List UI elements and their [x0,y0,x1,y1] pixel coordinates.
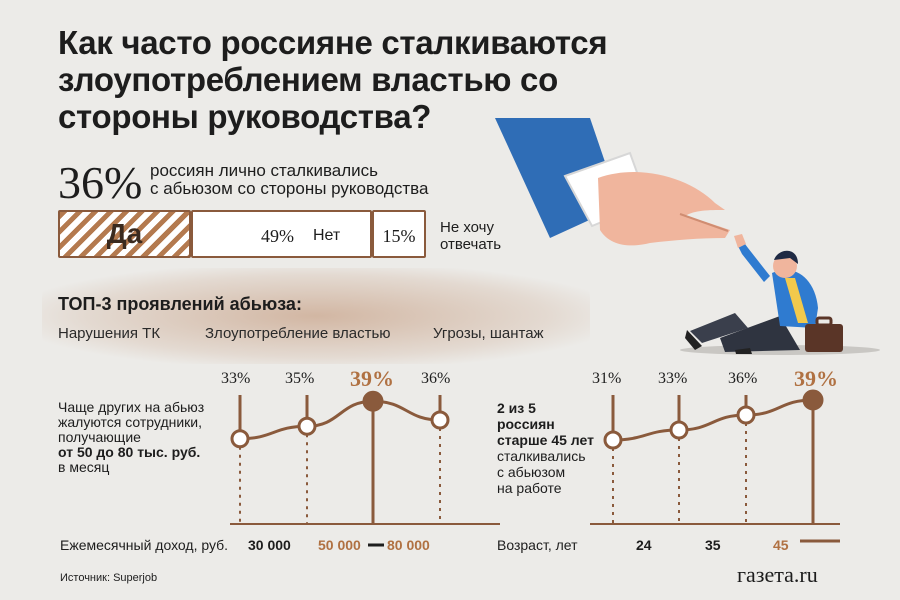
age-description-line: сталкивались [497,448,586,464]
age-data-point [669,420,689,440]
age-description-line: 2 из 5 [497,400,536,416]
age-value-label: 36% [728,370,758,387]
income-description-line: от 50 до 80 тыс. руб. [58,444,201,460]
income-data-point [430,410,450,430]
headline-percent: 36% [58,157,143,208]
age-description-line: старше 45 лет [497,432,594,448]
age-description-line: на работе [497,480,562,496]
headline-description-line: россиян лично сталкивались [150,161,379,180]
answer-no-percent: 49% [261,226,294,246]
age-series-line [612,398,814,442]
income-value-label: 35% [285,370,315,387]
income-description-line: в месяц [58,459,110,475]
answer-na-segment: 15% [372,210,426,258]
pointing-hand-icon [495,118,730,246]
income-data-point [230,429,250,449]
income-tick-label: 50 000 [318,537,361,553]
income-description: Чаще других на абьюз жалуются сотрудники… [58,400,204,475]
age-data-point [802,389,824,411]
age-tick-label: 35 [705,537,721,553]
answer-no-label: Нет [313,227,341,244]
income-value-label: 36% [421,370,451,387]
income-tick-label: 30 000 [248,537,291,553]
age-value-label: 31% [592,370,622,387]
top3-heading: ТОП-3 проявлений абьюза: [58,294,302,314]
income-description-line: жалуются сотрудники, [58,414,203,430]
answer-yes-segment: Да [58,210,191,258]
age-value-label: 33% [658,370,688,387]
age-axis-label: Возраст, лет [497,537,578,553]
age-description-line: россиян [497,416,555,432]
income-axis-label: Ежемесячный доход, руб. [60,537,229,553]
top3-highlight [42,268,590,364]
illustration [495,118,880,355]
answer-na-label-line: отвечать [440,236,502,253]
stressed-man-icon [680,234,880,355]
income-series-line [239,399,441,441]
age-data-point [603,430,623,450]
source-note: Источник: Superjob [60,572,158,584]
age-tick-label: 45 [773,537,789,553]
top3-item: Угрозы, шантаж [433,325,544,342]
answer-yes-label: Да [106,218,143,249]
income-value-label: 39% [350,366,394,391]
headline-description: россиян лично сталкивались с абьюзом со … [150,162,428,198]
income-data-point [297,416,317,436]
age-description-line: с абьюзом [497,464,566,480]
income-tick-label: 80 000 [387,537,430,553]
top3-item: Нарушения ТК [58,325,161,342]
age-data-point [736,405,756,425]
income-value-label: 33% [221,370,251,387]
answer-na-percent: 15% [382,226,416,246]
top3-item: Злоупотребление властью [205,325,391,342]
answer-no-segment: 49% Нет [191,210,372,258]
answer-na-label-line: Не хочу [440,219,495,236]
age-description: 2 из 5 россиян старше 45 лет сталкивалис… [497,400,594,496]
page-title: Как часто россияне сталкиваются злоупотр… [58,24,608,135]
income-description-line: получающие [58,429,141,445]
income-description-line: Чаще других на абьюз [58,399,205,415]
age-value-label: 39% [794,366,838,391]
headline-description-line: с абьюзом со стороны руководства [150,179,429,198]
answer-na-label: Не хочу отвечать [440,219,501,253]
brand-logo: газета.ru [737,562,818,587]
income-data-point [362,390,384,412]
age-tick-label: 24 [636,537,652,553]
